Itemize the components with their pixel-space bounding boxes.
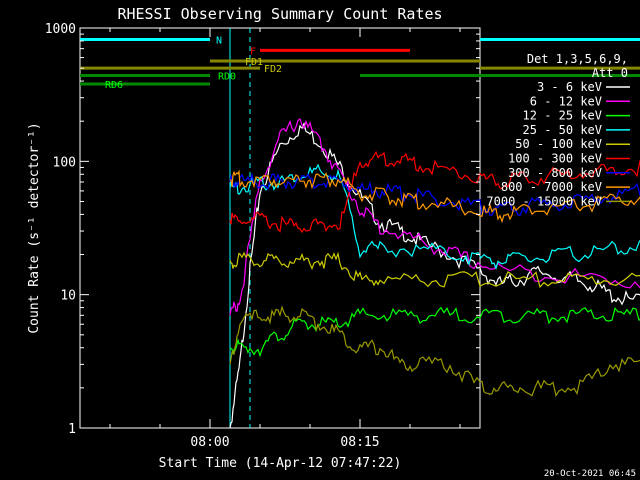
x-axis-label: Start Time (14-Apr-12 07:47:22) [159, 456, 402, 471]
legend-label-3: 25 - 50 keV [523, 123, 602, 137]
y-tick-label: 100 [53, 155, 76, 170]
x-tick-label: 08:00 [190, 435, 229, 450]
series-line-3 [229, 163, 640, 271]
flag-label-FD2: FD2 [264, 64, 282, 75]
y-tick-label: 1000 [45, 22, 76, 37]
y-axis-ticks: 1 10 100 1000 [45, 22, 480, 437]
flag-label-FD1: FD1 [245, 57, 263, 68]
generation-timestamp: 20-Oct-2021 06:45 [544, 469, 636, 479]
series-line-6 [229, 172, 640, 217]
series-line-2 [229, 306, 640, 358]
legend-label-5: 100 - 300 keV [508, 152, 602, 166]
flag-label-RD6: RD6 [105, 80, 123, 91]
legend-label-6: 300 - 800 keV [508, 166, 602, 180]
y-axis-label: Count Rate (s⁻¹ detector⁻¹) [27, 122, 42, 333]
legend-label-0: 3 - 6 keV [537, 80, 602, 94]
series-line-4 [229, 251, 640, 289]
y-tick-label: 1 [68, 422, 76, 437]
flag-label-F: F [250, 46, 256, 57]
legend-label-4: 50 - 100 keV [515, 137, 602, 151]
plot-frame [79, 27, 481, 429]
legend-header-line1: Det 1,3,5,6,9, [527, 52, 628, 66]
legend-label-8: 7000 - 15000 keV [486, 194, 602, 208]
series-line-1 [229, 118, 640, 316]
series-layer [229, 118, 640, 429]
x-tick-label: 08:15 [340, 435, 379, 450]
chart-title: RHESSI Observing Summary Count Rates [117, 5, 442, 23]
series-line-7 [229, 169, 640, 224]
y-tick-label: 10 [60, 289, 76, 304]
legend-label-2: 12 - 25 keV [523, 109, 602, 123]
series-line-8 [229, 305, 640, 398]
legend-header-line2: Att 0 [592, 66, 628, 80]
flag-label-RD0: RD0 [218, 72, 236, 83]
legend-label-1: 6 - 12 keV [530, 94, 602, 108]
legend-label-7: 800 - 7000 keV [501, 180, 602, 194]
flag-label-N: N [216, 35, 222, 46]
x-axis-ticks: 08:00 08:15 [109, 28, 461, 450]
series-line-5 [229, 150, 640, 234]
